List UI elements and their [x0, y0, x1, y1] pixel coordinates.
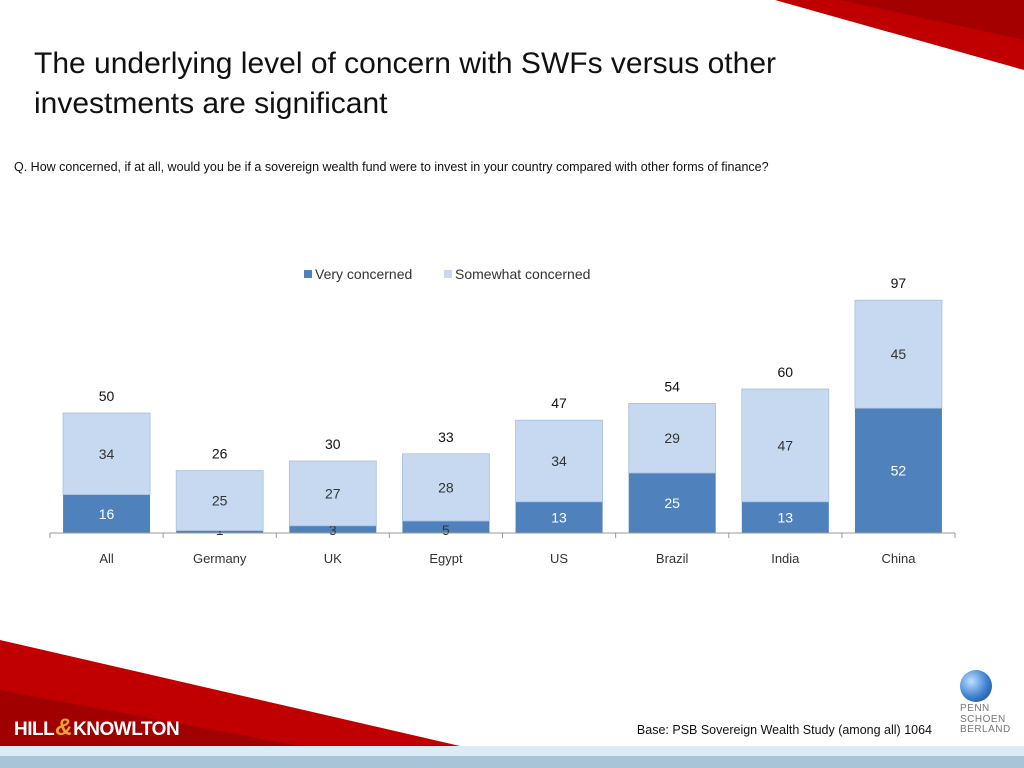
bar-egypt-series-0	[402, 521, 490, 533]
total-label-china: 97	[891, 275, 907, 291]
logo-text-knowlton: KNOWLTON	[73, 719, 180, 740]
data-label-china-series-1: 45	[891, 346, 907, 362]
data-label-egypt-series-1: 28	[438, 479, 454, 495]
total-label-all: 50	[99, 388, 115, 404]
bar-india-series-0	[741, 501, 829, 533]
logo-text-hill: HILL	[14, 719, 55, 740]
data-label-us-series-0: 13	[551, 509, 567, 525]
data-label-india-series-1: 47	[778, 437, 794, 453]
psb-wordmark: PENN SCHOEN BERLAND	[960, 703, 1011, 736]
category-label-all: All	[99, 551, 114, 566]
legend-swatch-0	[304, 270, 312, 278]
data-label-uk-series-0: 3	[329, 522, 337, 538]
legend-label-1: Somewhat concerned	[455, 266, 590, 282]
category-label-us: US	[550, 551, 568, 566]
bottom-light-strip	[0, 746, 1024, 756]
bar-all-series-1	[62, 412, 151, 495]
category-label-china: China	[881, 551, 916, 566]
globe-icon	[960, 670, 992, 702]
data-label-us-series-1: 34	[551, 453, 567, 469]
bar-us-series-0	[515, 501, 603, 533]
bar-china-series-1	[854, 299, 943, 409]
category-label-germany: Germany	[193, 551, 247, 566]
legend-swatch-1	[444, 270, 452, 278]
data-label-india-series-0: 13	[778, 509, 794, 525]
data-label-china-series-0: 52	[891, 463, 907, 479]
total-label-india: 60	[778, 364, 794, 380]
top-right-red-swoosh-shade	[840, 0, 1024, 40]
total-label-uk: 30	[325, 436, 341, 452]
total-label-egypt: 33	[438, 429, 454, 445]
bar-germany-series-1	[175, 470, 264, 532]
bar-china-series-0	[854, 408, 942, 533]
category-label-india: India	[771, 551, 800, 566]
category-label-uk: UK	[324, 551, 342, 566]
psb-line-2: SCHOEN	[960, 713, 1006, 725]
bar-brazil-series-0	[628, 473, 716, 533]
data-label-brazil-series-0: 25	[664, 495, 680, 511]
total-label-us: 47	[551, 395, 567, 411]
data-label-brazil-series-1: 29	[664, 430, 680, 446]
total-label-brazil: 54	[664, 378, 680, 394]
base-note: Base: PSB Sovereign Wealth Study (among …	[636, 723, 932, 737]
x-axis: All Germany UK Egypt US Brazil India China	[49, 533, 956, 566]
data-label-all-series-0: 16	[99, 506, 115, 522]
bar-uk-series-1	[288, 460, 377, 527]
bar-egypt-series-1	[402, 453, 490, 522]
chart-legend: Very concerned Somewhat concerned	[304, 266, 590, 282]
bar-india-series-1	[741, 388, 830, 503]
bottom-left-red-band-shade	[0, 690, 300, 746]
logo-ampersand: &	[55, 714, 73, 741]
category-label-egypt: Egypt	[429, 551, 463, 566]
data-label-egypt-series-0: 5	[442, 522, 450, 538]
total-label-germany: 26	[212, 446, 228, 462]
bar-germany-series-0	[176, 530, 264, 533]
bar-us-series-1	[515, 419, 603, 503]
data-label-germany-series-1: 25	[212, 493, 228, 509]
bar-uk-series-0	[289, 525, 377, 533]
hill-knowlton-logo: HILL&KNOWLTON	[14, 714, 180, 742]
bottom-blue-strip	[0, 756, 1024, 768]
page-title: The underlying level of concern with SWF…	[34, 47, 776, 120]
survey-question: Q. How concerned, if at all, would you b…	[14, 160, 769, 174]
data-label-uk-series-1: 27	[325, 485, 341, 501]
category-label-brazil: Brazil	[656, 551, 689, 566]
legend-label-0: Very concerned	[315, 266, 412, 282]
data-label-all-series-1: 34	[99, 446, 115, 462]
psb-line-3: BERLAND	[960, 724, 1011, 735]
penn-schoen-berland-logo: PENN SCHOEN BERLAND	[948, 668, 1024, 744]
chart-bars: 1634501252632730528331334472529541347605…	[62, 275, 943, 538]
bar-brazil-series-1	[628, 402, 717, 474]
psb-line-1: PENN	[960, 703, 990, 714]
bar-all-series-0	[63, 494, 151, 533]
